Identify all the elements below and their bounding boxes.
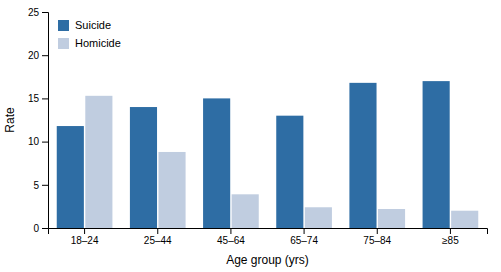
tick-label: 5	[33, 180, 39, 191]
bars	[57, 81, 479, 228]
tick-mark	[230, 228, 231, 234]
tick-label: 20	[28, 50, 40, 61]
tick-label: 25	[28, 7, 40, 18]
tick-label: 18–24	[71, 235, 99, 246]
tick: ≥85	[442, 228, 459, 246]
legend: Suicide Homicide	[58, 19, 121, 49]
y-axis-title: Rate	[3, 107, 17, 133]
tick-mark	[377, 228, 378, 234]
tick-label: 15	[28, 93, 40, 104]
tick-mark	[157, 228, 158, 234]
chart: 0 5 10 15 20 25 18–24 25–44 45–64 65–74 75–84 ≥85 Su…	[0, 0, 501, 272]
tick-mark	[42, 98, 48, 99]
legend-swatch	[58, 20, 69, 31]
tick-label: 25–44	[144, 235, 172, 246]
bar	[423, 81, 450, 228]
tick-label: 10	[28, 136, 40, 147]
bar	[276, 116, 303, 228]
tick: 45–64	[217, 228, 245, 246]
tick-mark	[42, 185, 48, 186]
tick-mark	[42, 12, 48, 13]
tick: 20	[28, 50, 48, 61]
legend-item: Homicide	[58, 37, 121, 49]
bar	[57, 126, 84, 228]
tick: 5	[33, 180, 48, 191]
tick-mark	[450, 228, 451, 234]
bar	[349, 83, 376, 228]
legend-item: Suicide	[58, 19, 111, 31]
tick-label: 65–74	[290, 235, 318, 246]
tick-label: 75–84	[363, 235, 391, 246]
axis-line	[42, 13, 49, 229]
tick-mark	[42, 228, 48, 229]
bar	[232, 194, 259, 228]
tick: 18–24	[71, 228, 99, 246]
tick-mark	[304, 228, 305, 234]
bar	[451, 211, 478, 228]
bar	[85, 96, 112, 228]
tick-label: 0	[33, 223, 39, 234]
bar	[203, 98, 230, 228]
legend-label: Suicide	[75, 19, 111, 31]
x-axis-title: Age group (yrs)	[226, 253, 309, 267]
tick-label: 45–64	[217, 235, 245, 246]
tick: 75–84	[363, 228, 391, 246]
tick-label: ≥85	[442, 235, 459, 246]
bar	[378, 209, 405, 228]
axis-line	[49, 229, 488, 235]
bar	[130, 107, 157, 228]
series	[85, 96, 478, 228]
tick: 65–74	[290, 228, 318, 246]
tick: 10	[28, 136, 48, 147]
x-axis: 18–24 25–44 45–64 65–74 75–84 ≥85	[49, 228, 488, 246]
tick: 25–44	[144, 228, 172, 246]
legend-label: Homicide	[75, 37, 121, 49]
tick-mark	[84, 228, 85, 234]
bar	[158, 152, 185, 228]
legend-swatch	[58, 38, 69, 49]
y-axis: 0 5 10 15 20 25	[28, 7, 49, 234]
tick: 25	[28, 7, 48, 18]
tick: 0	[33, 223, 48, 234]
tick-mark	[42, 55, 48, 56]
tick-mark	[42, 142, 48, 143]
plot: 0 5 10 15 20 25 18–24 25–44 45–64 65–74 75–84 ≥85 Su…	[28, 7, 488, 246]
tick: 15	[28, 93, 48, 104]
bar	[305, 207, 332, 228]
series	[57, 81, 450, 228]
